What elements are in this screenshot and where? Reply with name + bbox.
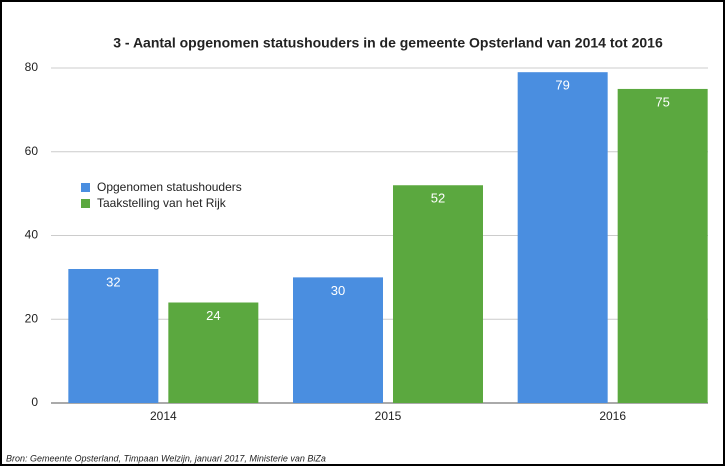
y-tick-label: 20 <box>25 311 39 325</box>
bar <box>517 72 608 403</box>
bar <box>68 269 159 403</box>
data-label: 24 <box>206 308 220 323</box>
y-tick-label: 40 <box>25 228 39 242</box>
bar <box>393 185 483 403</box>
source-note: Bron: Gemeente Opsterland, Timpaan Welzi… <box>6 453 326 463</box>
data-label: 75 <box>655 94 669 109</box>
x-tick-label: 2015 <box>375 409 402 423</box>
x-tick-label: 2016 <box>599 409 626 423</box>
legend-label: Opgenomen statushouders <box>97 180 242 194</box>
data-label: 30 <box>331 283 345 298</box>
y-tick-label: 60 <box>25 144 39 158</box>
legend-swatch <box>81 183 90 192</box>
legend-swatch <box>81 199 90 208</box>
y-tick-label: 0 <box>31 395 38 409</box>
bar <box>617 88 708 403</box>
bar <box>293 277 383 403</box>
bar <box>168 302 259 403</box>
x-tick-label: 2014 <box>150 409 177 423</box>
data-label: 52 <box>431 191 445 206</box>
legend-label: Taakstelling van het Rijk <box>97 196 227 210</box>
y-tick-label: 80 <box>25 60 39 74</box>
chart-title: 3 - Aantal opgenomen statushouders in de… <box>113 35 663 51</box>
data-label: 79 <box>555 78 569 93</box>
data-label: 32 <box>106 274 120 289</box>
